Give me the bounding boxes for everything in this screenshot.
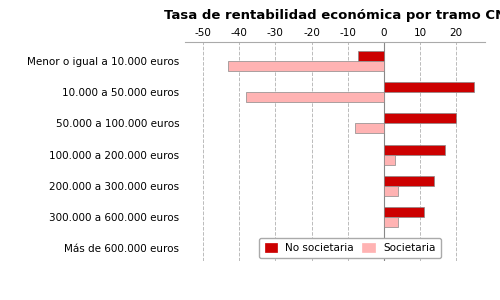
Bar <box>228 61 384 71</box>
Bar <box>384 248 409 259</box>
Bar <box>384 82 474 92</box>
Bar <box>384 207 424 217</box>
Bar <box>384 145 445 154</box>
Title: Tasa de rentabilidad económica por tramo CN: Tasa de rentabilidad económica por tramo… <box>164 10 500 22</box>
Bar <box>384 186 398 196</box>
Bar <box>384 238 427 248</box>
Bar <box>384 176 434 186</box>
Bar <box>384 217 398 227</box>
Bar <box>246 92 384 102</box>
Bar <box>355 123 384 134</box>
Legend: No societaria, Societaria: No societaria, Societaria <box>260 238 440 258</box>
Bar <box>358 51 384 61</box>
Bar <box>384 113 456 123</box>
Bar <box>384 154 394 165</box>
